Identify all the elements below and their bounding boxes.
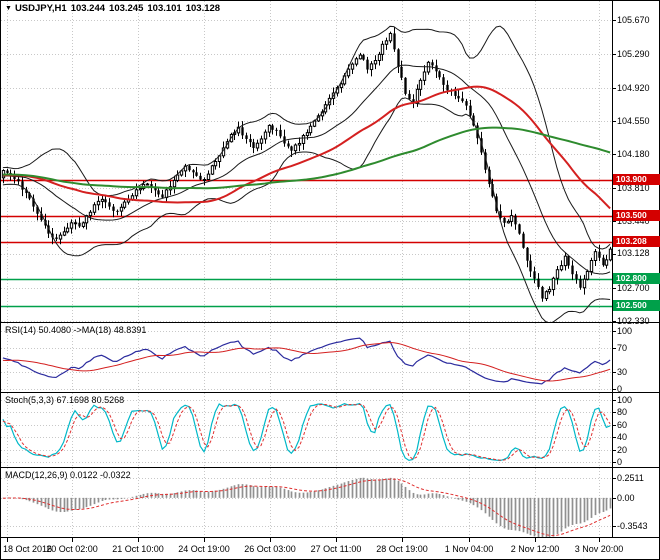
trading-chart-window: 105.670 105.290 104.920 104.550 104.180 103.8… (0, 0, 660, 560)
price-chart-canvas[interactable] (0, 0, 660, 560)
